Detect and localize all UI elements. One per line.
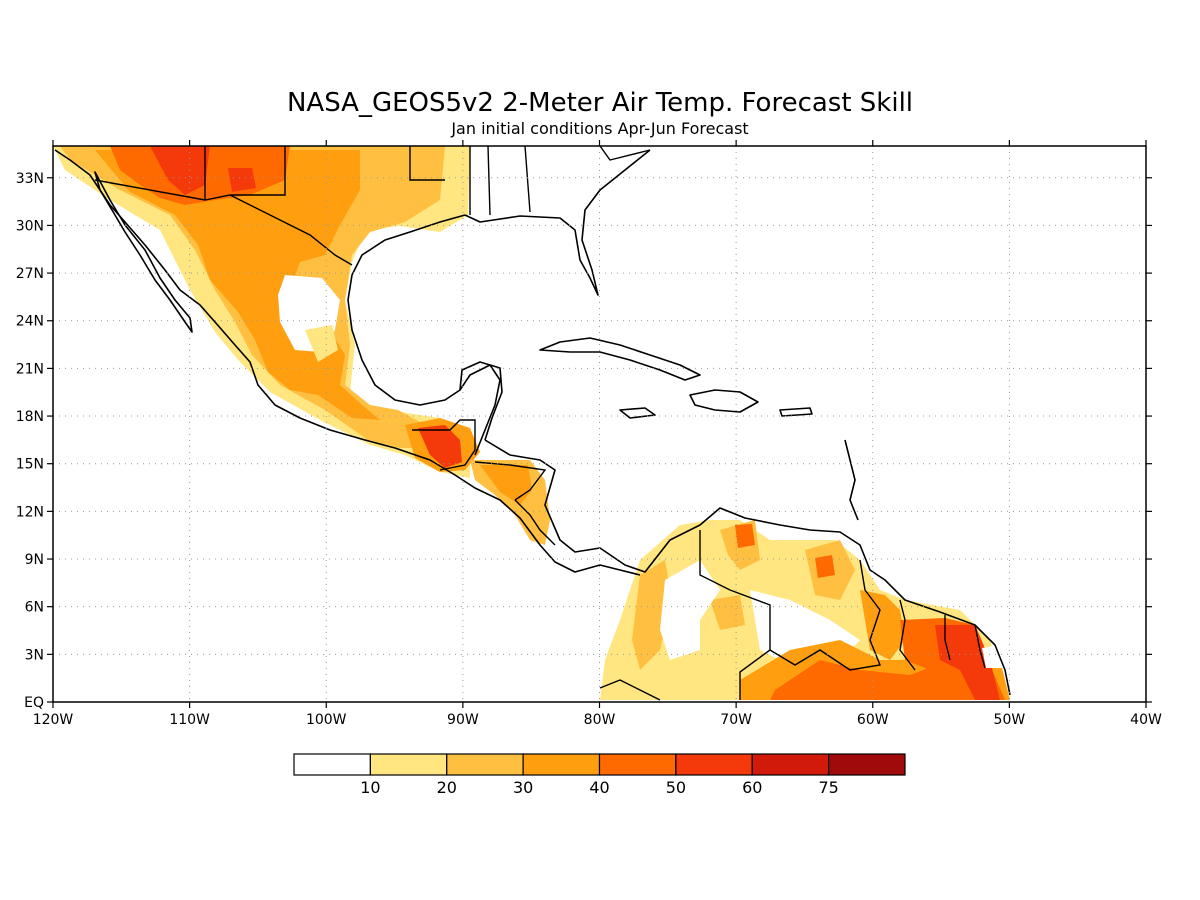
colorbar-label: 60 [742, 778, 762, 797]
coastline-jamaica [619, 407, 656, 419]
lat-tick-label: 3N [25, 647, 44, 663]
lat-tick-label: 15N [16, 457, 44, 473]
border-fguiana-brazil [974, 624, 986, 669]
colorbar-swatch [446, 753, 524, 776]
lon-tick-label: 50W [994, 712, 1026, 728]
colorbar-swatch [293, 753, 371, 776]
skill-region-sa-30 [632, 560, 672, 670]
lat-tick-label: 18N [16, 409, 44, 425]
coastline-hispaniola [689, 389, 759, 413]
lat-tick-label: 33N [16, 171, 44, 187]
skill-region-guiana-60 [935, 625, 1000, 700]
border-us-states-3 [409, 146, 445, 181]
skill-region-venezuela-50b [815, 555, 835, 578]
skill-region-northmex-60b [228, 168, 256, 192]
skill-region-mexico-40 [95, 150, 380, 420]
border-nicaragua-costarica [514, 499, 556, 546]
lon-tick-label: 40W [1130, 712, 1162, 728]
coastline-cuba [539, 337, 701, 381]
skill-region-sa-white [660, 560, 720, 660]
border-us-states-5 [487, 146, 491, 216]
map-subtitle: Jan initial conditions Apr-Jun Forecast [450, 119, 748, 138]
lat-tick-label: 12N [16, 504, 44, 520]
border-us-states-7 [599, 146, 651, 161]
colorbar-swatch [598, 753, 677, 776]
coastline-lesser-antilles [844, 439, 859, 521]
lon-tick-label: 80W [584, 712, 616, 728]
skill-region-northmex-60 [150, 146, 210, 195]
lon-tick-label: 60W [857, 712, 889, 728]
skill-region-sa-30d [710, 595, 745, 630]
coastline-us-gulf [464, 149, 651, 296]
lon-tick-label: 100W [306, 712, 347, 728]
coastline-gulf [347, 214, 501, 456]
colorbar-swatch [522, 753, 601, 776]
colorbar-swatch [751, 753, 830, 776]
colorbar-swatch [828, 753, 906, 776]
lat-tick-label: 24N [16, 314, 44, 330]
border-us-states-2 [230, 146, 286, 196]
colorbar-label: 50 [666, 778, 686, 797]
lon-tick-label: 90W [447, 712, 479, 728]
border-guyana-suriname [899, 599, 916, 671]
border-colombia-ecuador-peru [599, 679, 661, 701]
map-title: NASA_GEOS5v2 2-Meter Air Temp. Forecast … [287, 88, 913, 118]
lon-tick-label: 120W [33, 712, 74, 728]
coastlines [54, 149, 1011, 696]
lon-tick-label: 110W [169, 712, 210, 728]
skill-region-venezuela-50 [735, 524, 755, 548]
border-honduras [474, 461, 547, 501]
border-suriname-fguiana [944, 615, 951, 661]
coastline-central-caribbean [484, 439, 1011, 696]
coastline-baja [94, 171, 193, 333]
skill-region-centralam-40 [480, 465, 532, 505]
lat-tick-label: EQ [24, 695, 44, 711]
colorbar-label: 10 [360, 778, 380, 797]
longitude-axis: 120W 110W 100W 90W 80W 70W 60W 50W 40W [33, 140, 1162, 728]
coastline-mexico-pacific [54, 149, 641, 576]
coastline-yucatan [459, 361, 503, 441]
colorbar-label: 20 [437, 778, 457, 797]
skill-region-guatemala-60 [418, 425, 462, 468]
lat-tick-label: 21N [16, 361, 44, 377]
lat-tick-label: 30N [16, 218, 44, 234]
colorbar-label: 40 [589, 778, 609, 797]
latitude-axis: 33N 30N 27N 24N 21N 18N 15N 12N 9N 6N 3N EQ [16, 171, 1152, 711]
political-borders [94, 146, 986, 701]
skill-shading [53, 146, 1010, 700]
border-venezuela-guyana [769, 559, 881, 671]
plot-area [53, 146, 1011, 701]
gridlines [53, 146, 1146, 702]
lon-tick-label: 70W [720, 712, 752, 728]
colorbar-swatch [369, 753, 448, 776]
lat-tick-label: 27N [16, 266, 44, 282]
border-colombia-venezuela [699, 530, 771, 700]
colorbar-swatch [675, 753, 753, 776]
border-guatemala [412, 419, 476, 471]
colorbar-label: 75 [818, 778, 838, 797]
colorbar-label: 30 [513, 778, 533, 797]
skill-region-mexico-pale2 [305, 325, 338, 362]
lat-tick-label: 6N [25, 600, 44, 616]
border-us-states-6 [524, 146, 531, 213]
coastline-puerto-rico [779, 407, 813, 417]
lat-tick-label: 9N [25, 552, 44, 568]
colorbar: 10 20 30 40 50 60 75 [293, 753, 906, 797]
